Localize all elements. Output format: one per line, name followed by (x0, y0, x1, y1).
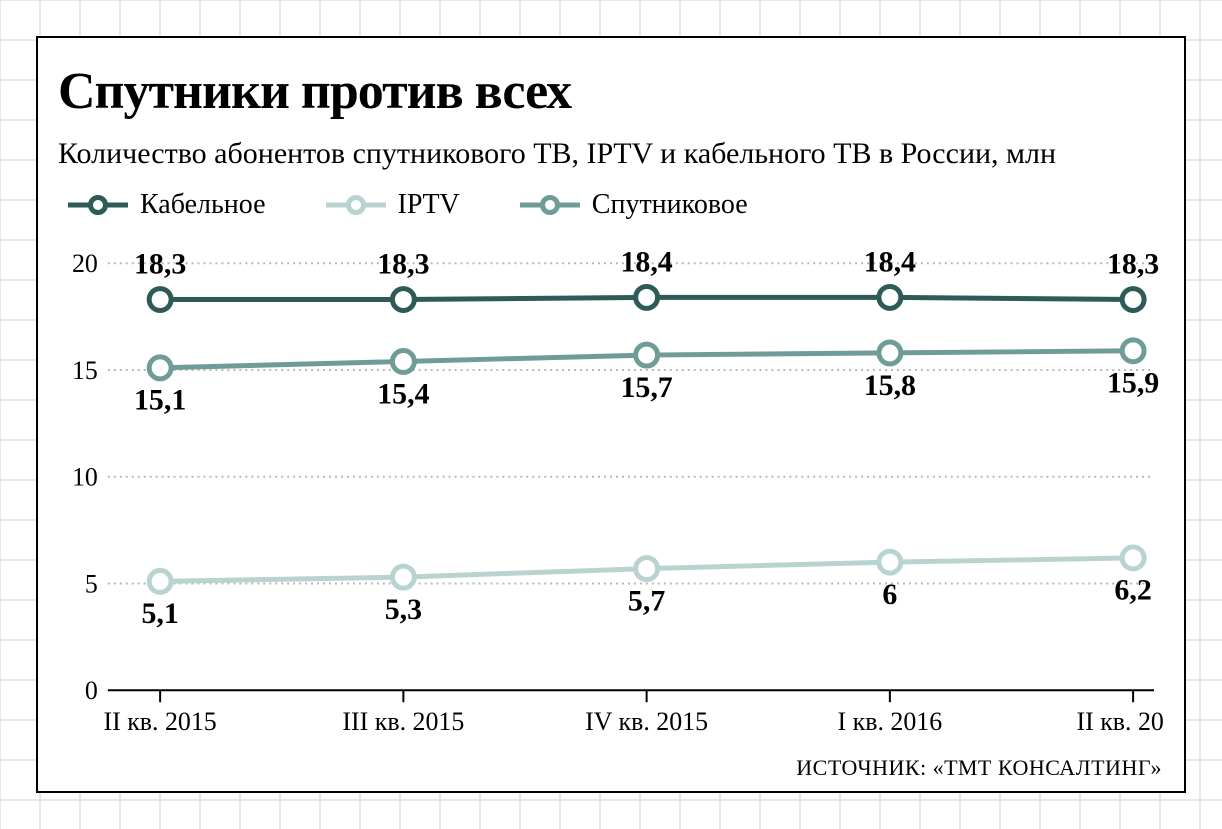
series-value-iptv-1: 5,3 (385, 593, 422, 626)
x-tick-0: II кв. 2015 (104, 707, 217, 736)
line-chart: 0 5 10 15 20 II кв. 2015 III кв. 2015 IV кв. 20… (58, 231, 1164, 751)
series-value-iptv-4: 6,2 (1114, 574, 1151, 607)
y-tick-10: 10 (72, 463, 98, 492)
series-value-cable-0: 18,3 (134, 248, 186, 281)
legend-label-sat: Спутниковое (592, 189, 748, 221)
series-value-cable-1: 18,3 (377, 248, 429, 281)
legend-swatch-cable (68, 193, 128, 217)
series-value-cable-4: 18,3 (1107, 248, 1159, 281)
series-marker-cable-2 (636, 286, 658, 308)
legend-item-sat: Спутниковое (520, 189, 748, 221)
y-tick-5: 5 (85, 569, 98, 598)
series-marker-iptv-3 (879, 551, 901, 573)
series-marker-cable-3 (879, 286, 901, 308)
series-marker-sat-3 (879, 342, 901, 364)
series-value-sat-0: 15,1 (134, 384, 186, 417)
series-value-cable-3: 18,4 (864, 246, 916, 279)
series-value-sat-1: 15,4 (377, 377, 429, 410)
legend-label-cable: Кабельное (140, 189, 266, 221)
series-marker-cable-4 (1122, 289, 1144, 311)
series-marker-sat-4 (1122, 340, 1144, 362)
x-tick-4: II кв. 2016 (1076, 707, 1164, 736)
series-value-sat-3: 15,8 (864, 369, 916, 402)
legend-label-iptv: IPTV (398, 189, 460, 221)
y-tick-20: 20 (72, 249, 98, 278)
series-value-cable-2: 18,4 (620, 246, 672, 279)
legend-swatch-sat (520, 193, 580, 217)
series-value-sat-2: 15,7 (620, 371, 672, 404)
chart-subtitle: Количество абонентов спутникового ТВ, IP… (38, 131, 1184, 181)
series-marker-iptv-0 (149, 570, 171, 592)
x-tick-2: IV кв. 2015 (585, 707, 708, 736)
legend-item-iptv: IPTV (326, 189, 460, 221)
x-tick-3: I кв. 2016 (838, 707, 943, 736)
source-text: ИСТОЧНИК: «ТМТ КОНСАЛТИНГ» (796, 755, 1162, 781)
series-marker-iptv-1 (392, 566, 414, 588)
y-tick-15: 15 (72, 356, 98, 385)
series-value-sat-4: 15,9 (1107, 367, 1159, 400)
series-marker-iptv-4 (1122, 547, 1144, 569)
series-marker-sat-1 (392, 351, 414, 373)
chart-frame: Спутники против всех Количество абоненто… (36, 36, 1186, 793)
series-value-iptv-2: 5,7 (628, 584, 665, 617)
series-marker-cable-1 (392, 289, 414, 311)
series-marker-iptv-2 (636, 558, 658, 580)
series-value-iptv-0: 5,1 (141, 597, 178, 630)
chart-area: 0 5 10 15 20 II кв. 2015 III кв. 2015 IV кв. 20… (58, 231, 1164, 751)
legend-swatch-iptv (326, 193, 386, 217)
x-tick-1: III кв. 2015 (342, 707, 464, 736)
y-tick-0: 0 (85, 676, 98, 705)
series-value-iptv-3: 6 (882, 578, 897, 611)
series-marker-cable-0 (149, 289, 171, 311)
chart-title: Спутники против всех (38, 38, 1184, 131)
series-marker-sat-2 (636, 344, 658, 366)
legend-item-cable: Кабельное (68, 189, 266, 221)
series-marker-sat-0 (149, 357, 171, 379)
legend: Кабельное IPTV Спутниковое (38, 181, 1184, 221)
